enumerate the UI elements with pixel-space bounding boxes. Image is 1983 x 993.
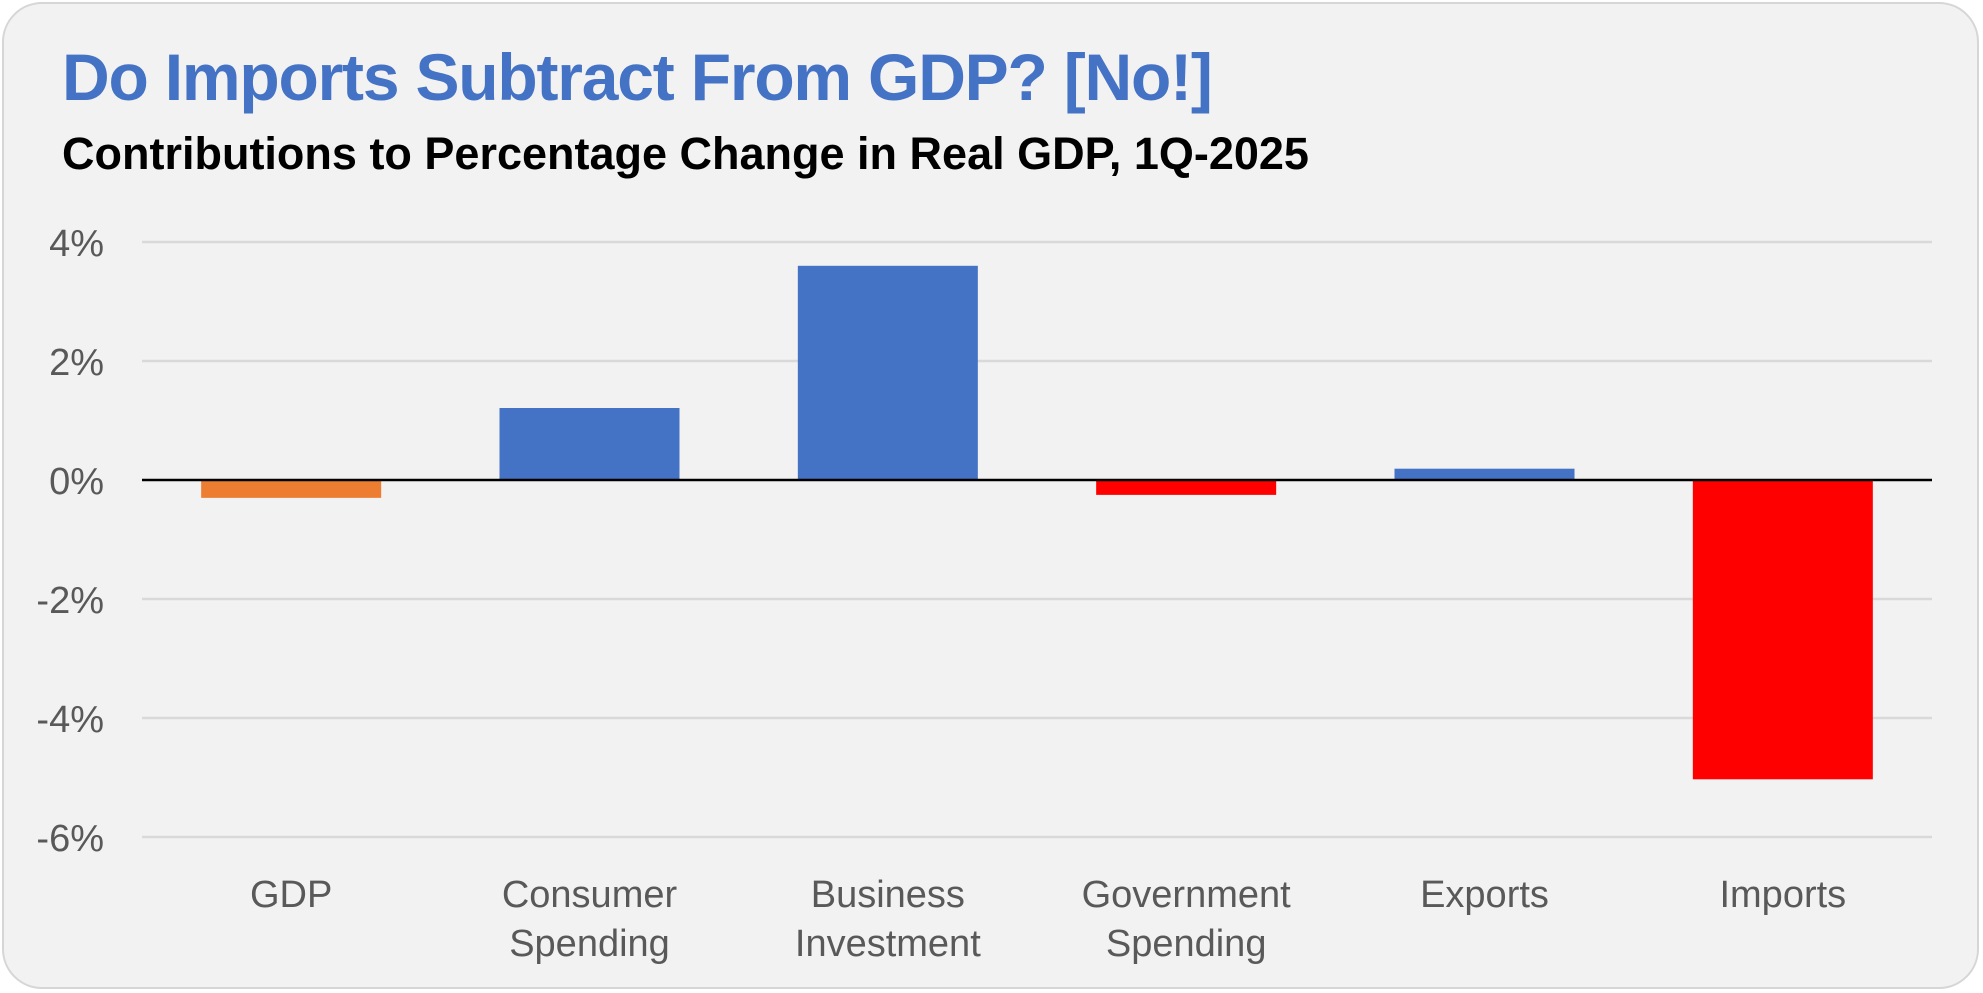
y-tick-label: -2%: [36, 580, 104, 622]
x-axis-labels: GDP Consumer Spending Business Investment Gov…: [250, 874, 1846, 965]
bar: [201, 480, 382, 498]
y-tick-label: 4%: [49, 223, 104, 265]
y-axis-ticks: 4% 2% 0% -2% -4% -6%: [36, 223, 104, 860]
y-tick-label: 0%: [49, 461, 104, 503]
chart-subtitle: Contributions to Percentage Change in Re…: [62, 128, 1309, 179]
y-tick-label: -4%: [36, 699, 104, 741]
bar: [1692, 480, 1873, 780]
bar-chart: 4% 2% 0% -2% -4% -6% GDP Consumer Spending Busin…: [36, 223, 1932, 965]
x-tick-label: Business Investment: [795, 874, 981, 965]
x-tick-label: Government Spending: [1082, 874, 1292, 965]
x-tick-label: GDP: [250, 874, 332, 916]
bars: [201, 265, 1873, 780]
bar: [499, 408, 680, 480]
bar: [1096, 480, 1277, 495]
x-tick-label: Exports: [1420, 874, 1549, 916]
x-tick-label: Consumer Spending: [502, 874, 678, 965]
bar: [797, 265, 978, 480]
chart-title: Do Imports Subtract From GDP? [No!]: [62, 40, 1213, 114]
y-tick-label: 2%: [49, 342, 104, 384]
gridlines: [142, 240, 1932, 839]
y-tick-label: -6%: [36, 818, 104, 860]
x-tick-label: Imports: [1719, 874, 1846, 916]
bar: [1394, 468, 1575, 480]
